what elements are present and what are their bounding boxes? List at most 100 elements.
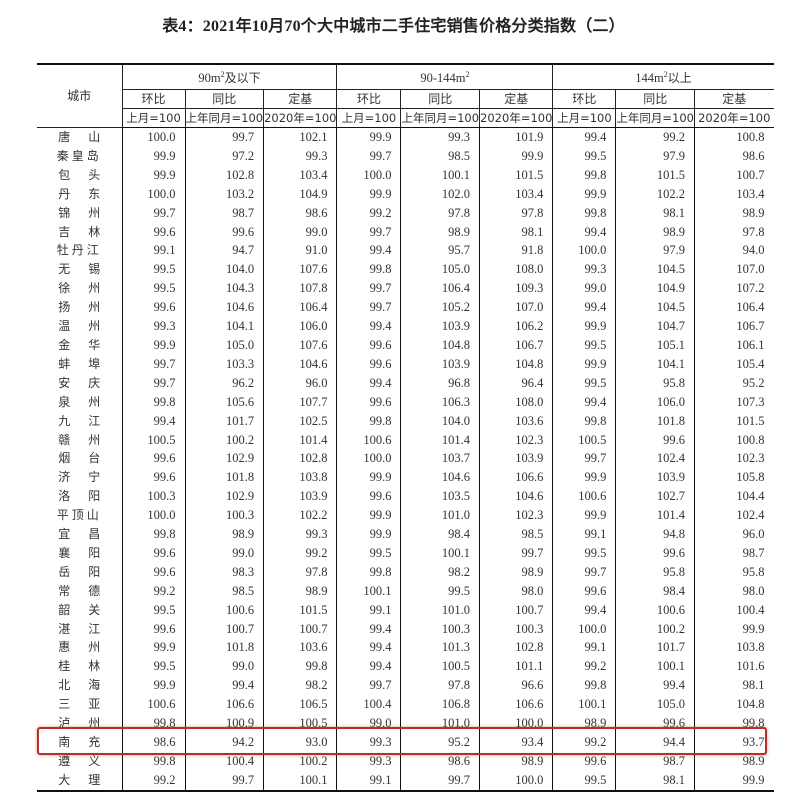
value-cell: 103.9 [400,317,480,336]
value-cell: 106.5 [263,695,337,715]
value-cell: 98.5 [479,525,553,544]
city-name: 桂林 [58,659,101,674]
value-cell: 107.8 [263,279,337,299]
value-cell: 98.9 [400,222,480,242]
city-name: 温州 [58,319,101,334]
value-cell: 99.6 [121,619,185,639]
city-cell: 无锡 [37,260,122,279]
value-cell: 99.0 [184,657,264,677]
value-cell: 108.0 [479,260,553,280]
value-cell: 102.5 [263,411,337,431]
city-name: 唐山 [58,130,101,144]
value-cell: 100.3 [121,487,185,507]
city-cell: 宜昌 [37,525,122,544]
city-cell: 徐州 [37,279,122,298]
city-cell: 蚌埠 [37,355,122,374]
table-row: 岳阳 99.6 98.3 97.8 99.8 98.2 98.9 99.7 95.8 95.8 [37,562,774,582]
value-cell: 98.6 [400,751,480,771]
base-header: 上月=100 [121,108,186,128]
value-cell: 101.8 [184,638,264,658]
value-cell: 100.5 [263,714,337,733]
value-cell: 94.8 [615,525,695,544]
value-cell: 99.7 [336,146,401,166]
value-cell: 99.7 [184,127,264,147]
table-row: 宜昌 99.8 98.9 99.3 99.9 98.4 98.5 99.1 94.8 96.0 [37,525,774,544]
value-cell: 102.8 [263,449,337,469]
value-cell: 100.4 [694,600,774,620]
value-cell: 99.8 [552,203,616,223]
value-cell: 98.7 [694,543,774,563]
value-cell: 105.8 [694,468,774,488]
value-cell: 99.7 [121,373,185,393]
value-cell: 104.8 [694,695,774,715]
city-cell: 常德 [37,582,122,601]
value-cell: 104.0 [400,411,480,431]
value-cell: 99.1 [552,638,616,658]
city-cell: 秦皇岛 [37,147,122,166]
value-cell: 106.6 [184,695,264,715]
value-cell: 100.0 [479,770,553,791]
city-cell: 桂林 [37,657,122,676]
value-cell: 100.7 [694,165,774,185]
city-name: 烟台 [58,451,101,466]
table-row: 牡丹江 99.1 94.7 91.0 99.4 95.7 91.8 100.0 97.9 94.0 [37,241,774,261]
metric-header: 定基 [263,89,338,109]
value-cell: 101.5 [479,165,553,185]
value-cell: 99.3 [336,751,401,771]
value-cell: 93.0 [263,733,337,752]
city-name: 南充 [58,735,101,749]
table-row: 扬州 99.6 104.6 106.4 99.7 105.2 107.0 99.4 104.5 1… [37,298,774,318]
value-cell: 101.7 [184,411,264,431]
value-cell: 99.8 [336,411,401,431]
value-cell: 98.2 [400,562,480,582]
value-cell: 96.0 [263,373,337,393]
city-name: 金华 [58,337,101,352]
value-cell: 103.2 [184,184,264,204]
value-cell: 100.0 [121,506,185,526]
value-cell: 97.8 [694,222,774,242]
city-cell: 包头 [37,166,122,185]
value-cell: 102.1 [263,127,337,147]
value-cell: 98.1 [615,770,695,791]
value-cell: 99.2 [615,127,695,147]
table-row: 韶关 99.5 100.6 101.5 99.1 101.0 100.7 99.4 100.6 1… [37,600,774,620]
value-cell: 98.3 [184,562,264,582]
value-cell: 97.9 [615,146,695,166]
value-cell: 102.8 [479,638,553,658]
value-cell: 101.0 [400,714,480,733]
value-cell: 99.8 [336,562,401,582]
city-cell: 温州 [37,317,122,336]
value-cell: 102.8 [184,165,264,185]
city-name: 济宁 [58,470,101,485]
value-cell: 98.6 [694,146,774,166]
value-cell: 103.9 [263,487,337,507]
value-cell: 104.6 [263,354,337,374]
value-cell: 94.2 [184,733,264,752]
value-cell: 99.9 [552,506,616,526]
value-cell: 98.1 [615,203,695,223]
metric-header: 环比 [121,89,186,109]
city-name: 扬州 [58,300,101,315]
value-cell: 104.0 [184,260,264,280]
value-cell: 99.2 [336,203,401,223]
value-cell: 100.8 [694,127,774,147]
value-cell: 103.8 [694,638,774,658]
value-cell: 98.5 [184,581,264,601]
value-cell: 100.0 [552,241,616,261]
group-label: 90-144m [420,71,466,86]
table-row: 湛江 99.6 100.7 100.7 99.4 100.3 100.3 100.0 100.2… [37,619,774,639]
group-suffix: 以上 [667,71,692,86]
table-row: 洛阳 100.3 102.9 103.9 99.6 103.5 104.6 100.6 102.… [37,487,774,507]
value-cell: 95.8 [615,373,695,393]
value-cell: 96.6 [479,676,553,696]
city-cell: 洛阳 [37,487,122,506]
value-cell: 102.7 [615,487,695,507]
value-cell: 102.2 [263,506,337,526]
city-name: 无锡 [58,262,101,277]
city-cell: 金华 [37,336,122,355]
value-cell: 99.0 [336,714,401,733]
value-cell: 96.4 [479,373,553,393]
value-cell: 98.1 [694,676,774,696]
value-cell: 101.7 [615,638,695,658]
city-name: 襄阳 [58,545,101,560]
